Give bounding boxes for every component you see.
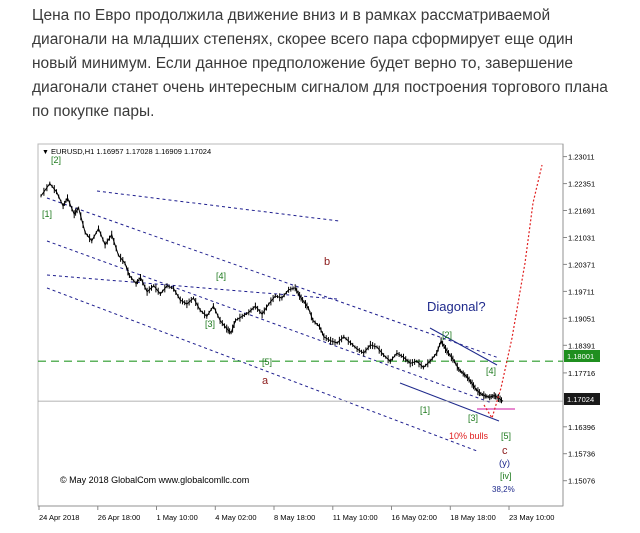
level-badge-green-text: 1.18001 [567,352,594,361]
header-marker: ▼ [42,149,49,156]
x-tick-label: 8 May 18:00 [274,513,315,522]
wave-label-1-diag: [1] [420,405,430,415]
wave-label-4-diag: [4] [486,366,496,376]
wave-label-b: b [324,256,330,268]
copyright-text: © May 2018 GlobalCom www.globalcomllc.co… [60,475,249,485]
wave-label-3-diag: [3] [468,413,478,423]
x-tick-label: 16 May 02:00 [392,513,437,522]
article-paragraph: Цена по Евро продолжила движение вниз и … [32,4,617,124]
y-tick-label: 1.19711 [568,287,595,296]
y-tick-label: 1.22351 [568,180,595,189]
y-tick-label: 1.18391 [568,341,595,350]
y-tick-label: 1.20371 [568,260,595,269]
y-tick-label: 1.15736 [568,450,595,459]
fib-annotation: 38,2% [492,485,515,494]
x-tick-label: 26 Apr 18:00 [98,513,141,522]
wave-label-5-diag: [5] [501,431,511,441]
level-badge-current-text: 1.17024 [567,395,594,404]
wave-label-iv: [iv] [500,471,512,481]
bulls-annotation: 10% bulls [449,431,489,441]
wave-label-a: a [262,375,269,387]
wave-label-5-mid: [5] [262,357,272,367]
degree-label-y: (y) [499,458,510,469]
x-tick-label: 18 May 18:00 [450,513,495,522]
wave-label-2-diag: [2] [442,330,452,340]
chart-panel: ▼ EURUSD,H1 1.16957 1.17028 1.16909 1.17… [37,143,610,528]
y-tick-label: 1.17716 [568,369,595,378]
y-tick-label: 1.21031 [568,234,595,243]
chart-header: EURUSD,H1 1.16957 1.17028 1.16909 1.1702… [51,147,211,156]
wave-label-3-mid: [3] [205,319,215,329]
y-tick-label: 1.19051 [568,314,595,323]
x-tick-label: 24 Apr 2018 [39,513,79,522]
diagonal-title: Diagonal? [427,299,486,314]
x-tick-label: 11 May 10:00 [333,513,378,522]
wave-label-2-top: [2] [51,155,61,165]
wave-label-1-left: [1] [42,209,52,219]
x-tick-label: 23 May 10:00 [509,513,554,522]
y-tick-label: 1.16396 [568,423,595,432]
x-tick-label: 1 May 10:00 [157,513,198,522]
wave-label-c: c [502,445,508,457]
y-tick-label: 1.21691 [568,207,595,216]
wave-label-4-mid: [4] [216,271,226,281]
y-tick-label: 1.23011 [568,153,595,162]
eurusd-chart: ▼ EURUSD,H1 1.16957 1.17028 1.16909 1.17… [37,143,610,528]
y-tick-label: 1.15076 [568,477,595,486]
x-tick-label: 4 May 02:00 [215,513,256,522]
